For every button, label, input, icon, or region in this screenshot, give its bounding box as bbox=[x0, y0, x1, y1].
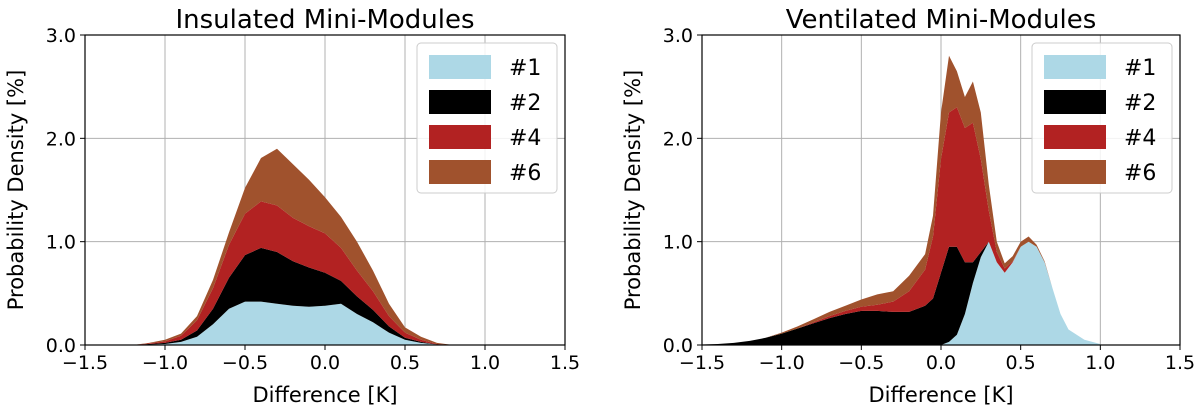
legend-swatch bbox=[1044, 125, 1106, 149]
legend-label: #4 bbox=[509, 126, 541, 151]
x-tick-label: −1.0 bbox=[142, 352, 188, 374]
x-tick-label: −1.0 bbox=[759, 352, 805, 374]
series-area-2 bbox=[133, 247, 469, 345]
x-tick-label: −1.5 bbox=[62, 352, 108, 374]
legend-box bbox=[1031, 42, 1173, 194]
legend-label: #4 bbox=[1124, 126, 1156, 151]
x-tick-label: 0.0 bbox=[926, 352, 956, 374]
stacked-areas bbox=[133, 148, 469, 345]
x-tick-label: 1.5 bbox=[550, 352, 580, 374]
x-tick-label: −0.5 bbox=[222, 352, 268, 374]
legend-label: #6 bbox=[1124, 161, 1156, 186]
x-tick-label: 1.5 bbox=[1165, 352, 1195, 374]
y-axis-label: Probability Density [%] bbox=[621, 70, 645, 311]
legend-swatch bbox=[1044, 160, 1106, 184]
x-tick-label: −0.5 bbox=[838, 352, 884, 374]
series-area-3 bbox=[133, 201, 469, 345]
chart-panel-insulated: −1.5 −1.0 −0.5 0.0 0.5 1.0 1.5 0.0 1.0 2.0 3.0 In… bbox=[4, 5, 580, 407]
legend-label: #1 bbox=[509, 56, 541, 81]
series-area-3 bbox=[702, 107, 1101, 345]
y-tick-label: 2.0 bbox=[663, 128, 693, 150]
chart-title: Ventilated Mini-Modules bbox=[786, 5, 1097, 35]
y-tick-label: 3.0 bbox=[663, 25, 693, 47]
legend-label: #2 bbox=[509, 91, 541, 116]
series-area-4 bbox=[702, 55, 1101, 345]
x-axis-label: Difference [K] bbox=[252, 383, 397, 407]
legend-swatch bbox=[1044, 90, 1106, 114]
x-tick-label: −1.5 bbox=[679, 352, 725, 374]
x-tick-label: 1.0 bbox=[1085, 352, 1115, 374]
legend-swatch bbox=[429, 90, 491, 114]
x-axis-ticks: −1.5 −1.0 −0.5 0.0 0.5 1.0 1.5 bbox=[679, 345, 1195, 374]
legend: #1 #2 #4 #6 bbox=[416, 42, 558, 194]
legend: #1 #2 #4 #6 bbox=[1031, 42, 1173, 194]
series-area-1 bbox=[133, 301, 469, 345]
y-axis-ticks: 0.0 1.0 2.0 3.0 bbox=[46, 25, 85, 357]
y-tick-label: 2.0 bbox=[46, 128, 76, 150]
series-area-2 bbox=[702, 241, 1101, 345]
series-area-4 bbox=[133, 148, 469, 345]
legend-box bbox=[416, 42, 558, 194]
y-tick-label: 1.0 bbox=[663, 232, 693, 254]
legend-label: #1 bbox=[1124, 56, 1156, 81]
legend-swatch bbox=[429, 125, 491, 149]
legend-swatch bbox=[429, 55, 491, 79]
legend-label: #2 bbox=[1124, 91, 1156, 116]
x-axis-label: Difference [K] bbox=[868, 383, 1013, 407]
stacked-areas bbox=[702, 55, 1101, 345]
legend-swatch bbox=[429, 160, 491, 184]
chart-title: Insulated Mini-Modules bbox=[175, 5, 474, 35]
x-tick-label: 0.0 bbox=[310, 352, 340, 374]
y-tick-label: 1.0 bbox=[46, 232, 76, 254]
series-area-1 bbox=[702, 241, 1101, 345]
y-tick-label: 3.0 bbox=[46, 25, 76, 47]
chart-panel-ventilated: −1.5 −1.0 −0.5 0.0 0.5 1.0 1.5 0.0 1.0 2.0 3.0 Ve… bbox=[621, 5, 1195, 407]
legend-swatch bbox=[1044, 55, 1106, 79]
y-axis-label: Probability Density [%] bbox=[4, 70, 28, 311]
y-axis-ticks: 0.0 1.0 2.0 3.0 bbox=[663, 25, 702, 357]
legend-label: #6 bbox=[509, 161, 541, 186]
x-tick-label: 1.0 bbox=[470, 352, 500, 374]
y-tick-label: 0.0 bbox=[663, 335, 693, 357]
x-tick-label: 0.5 bbox=[1006, 352, 1036, 374]
x-tick-label: 0.5 bbox=[390, 352, 420, 374]
x-axis-ticks: −1.5 −1.0 −0.5 0.0 0.5 1.0 1.5 bbox=[62, 345, 580, 374]
y-tick-label: 0.0 bbox=[46, 335, 76, 357]
